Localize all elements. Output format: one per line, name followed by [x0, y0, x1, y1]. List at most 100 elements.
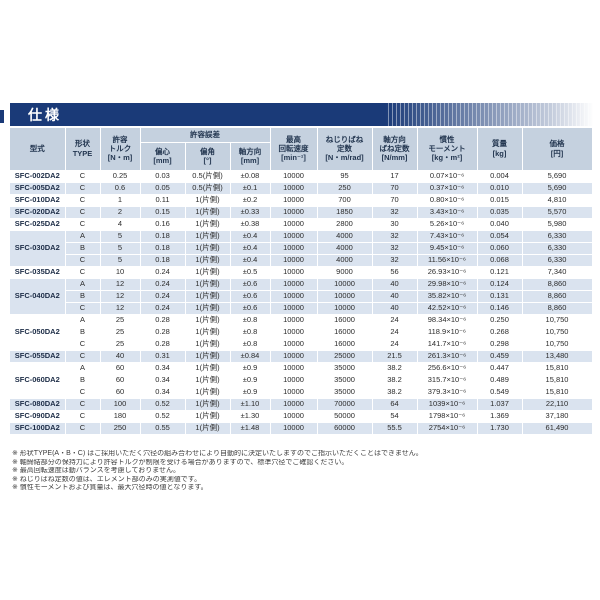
- spec-cell: 10000: [270, 230, 318, 243]
- spec-cell: 11.56×10⁻⁶: [417, 254, 478, 267]
- column-header-model: 型式: [10, 128, 66, 171]
- spec-cell: 32: [372, 230, 418, 243]
- spec-cell: ±0.9: [230, 362, 271, 375]
- page-edge-notch: [0, 110, 4, 123]
- table-row: SFC-055DA2 C 40 0.31 1(片側) ±0.84 10000 25000 21.…: [10, 350, 593, 363]
- spec-cell: 0.24: [140, 266, 186, 279]
- spec-cell: 37,180: [522, 410, 593, 423]
- table-row: B 5 0.18 1(片側) ±0.4 10000 4000 32 9.45×10⁻⁶ 0.060…: [10, 242, 593, 255]
- spec-cell: 40: [372, 278, 418, 291]
- spec-cell: 35000: [317, 362, 373, 375]
- spec-cell: 0.34: [140, 386, 186, 399]
- spec-cell: 10000: [317, 302, 373, 315]
- model-cell: SFC-025DA2: [10, 218, 66, 231]
- spec-cell: C: [65, 398, 101, 411]
- spec-cell: C: [65, 410, 101, 423]
- spec-cell: ±0.5: [230, 266, 271, 279]
- spec-cell: 180: [100, 410, 141, 423]
- column-header-type: 形状 TYPE: [65, 128, 101, 171]
- spec-cell: 1.730: [477, 422, 523, 435]
- spec-cell: 24: [372, 314, 418, 327]
- spec-cell: 0.040: [477, 218, 523, 231]
- spec-cell: 5.26×10⁻⁶: [417, 218, 478, 231]
- spec-cell: 0.146: [477, 302, 523, 315]
- spec-cell: 61,490: [522, 422, 593, 435]
- spec-cell: 100: [100, 398, 141, 411]
- spec-cell: C: [65, 422, 101, 435]
- note-line: ※ ねじりばね定数の値は、エレメント部のみの実測値です。: [12, 475, 202, 483]
- page-title: 仕様: [28, 106, 62, 123]
- spec-cell: 1(片側): [185, 290, 231, 303]
- spec-cell: 0.18: [140, 242, 186, 255]
- spec-cell: 15,810: [522, 362, 593, 375]
- spec-cell: 7,340: [522, 266, 593, 279]
- spec-cell: ±0.33: [230, 206, 271, 219]
- spec-cell: 10000: [270, 314, 318, 327]
- spec-cell: 0.250: [477, 314, 523, 327]
- spec-cell: 1(片側): [185, 326, 231, 339]
- spec-cell: 1(片側): [185, 386, 231, 399]
- model-cell: SFC-002DA2: [10, 170, 66, 183]
- spec-cell: 40: [372, 290, 418, 303]
- spec-cell: A: [65, 314, 101, 327]
- spec-cell: 1.369: [477, 410, 523, 423]
- spec-cell: 60: [100, 386, 141, 399]
- note-line: ※ 軸締結部分の保持力により許容トルクが制限を受ける場合がありますので、標準穴径…: [12, 458, 349, 466]
- spec-cell: B: [65, 290, 101, 303]
- model-cell: SFC-005DA2: [10, 182, 66, 195]
- spec-cell: 10: [100, 266, 141, 279]
- spec-cell: 10000: [270, 254, 318, 267]
- table-row: B 12 0.24 1(片側) ±0.6 10000 10000 40 35.82×10⁻⁶ 0.…: [10, 290, 593, 303]
- spec-cell: 5: [100, 254, 141, 267]
- spec-cell: 15,810: [522, 386, 593, 399]
- spec-cell: 700: [317, 194, 373, 207]
- model-cell: SFC-030DA2: [10, 230, 66, 267]
- spec-cell: 70000: [317, 398, 373, 411]
- spec-cell: 17: [372, 170, 418, 183]
- spec-cell: 10000: [270, 206, 318, 219]
- spec-cell: 1(片側): [185, 374, 231, 387]
- spec-cell: 64: [372, 398, 418, 411]
- spec-cell: 9.45×10⁻⁶: [417, 242, 478, 255]
- spec-cell: 0.268: [477, 326, 523, 339]
- spec-cell: 9000: [317, 266, 373, 279]
- spec-cell: 1(片側): [185, 242, 231, 255]
- spec-cell: 5: [100, 242, 141, 255]
- spec-cell: 10000: [317, 278, 373, 291]
- spec-cell: ±0.9: [230, 374, 271, 387]
- spec-cell: 38.2: [372, 386, 418, 399]
- spec-cell: 1039×10⁻⁶: [417, 398, 478, 411]
- table-row: B 25 0.28 1(片側) ±0.8 10000 16000 24 118.9×10⁻⁶ 0.…: [10, 326, 593, 339]
- spec-cell: 0.28: [140, 326, 186, 339]
- spec-cell: ±0.2: [230, 194, 271, 207]
- spec-cell: 0.52: [140, 398, 186, 411]
- model-cell: SFC-040DA2: [10, 278, 66, 315]
- spec-cell: 1(片側): [185, 278, 231, 291]
- column-header-max-speed: 最高 回転速度 [min⁻¹]: [270, 128, 318, 171]
- spec-cell: 1(片側): [185, 194, 231, 207]
- spec-cell: C: [65, 170, 101, 183]
- spec-cell: 24: [372, 338, 418, 351]
- spec-cell: 1(片側): [185, 410, 231, 423]
- spec-cell: 30: [372, 218, 418, 231]
- spec-cell: 98.34×10⁻⁶: [417, 314, 478, 327]
- spec-cell: 95: [317, 170, 373, 183]
- spec-cell: 38.2: [372, 362, 418, 375]
- spec-cell: 7.43×10⁻⁶: [417, 230, 478, 243]
- spec-cell: 379.3×10⁻⁶: [417, 386, 478, 399]
- spec-cell: 0.447: [477, 362, 523, 375]
- section-title-bar: 仕様: [10, 103, 600, 126]
- spec-cell: 60000: [317, 422, 373, 435]
- table-row: SFC-035DA2 C 10 0.24 1(片側) ±0.5 10000 9000 56 26.…: [10, 266, 593, 279]
- spec-cell: 1(片側): [185, 206, 231, 219]
- spec-cell: C: [65, 302, 101, 315]
- spec-cell: 10000: [270, 374, 318, 387]
- table-row: B 60 0.34 1(片側) ±0.9 10000 35000 38.2 315.7×10⁻⁶…: [10, 374, 593, 387]
- spec-cell: C: [65, 218, 101, 231]
- spec-cell: 38.2: [372, 374, 418, 387]
- model-cell: SFC-100DA2: [10, 422, 66, 435]
- spec-cell: B: [65, 242, 101, 255]
- spec-cell: 10000: [270, 182, 318, 195]
- model-cell: SFC-050DA2: [10, 314, 66, 351]
- spec-cell: A: [65, 230, 101, 243]
